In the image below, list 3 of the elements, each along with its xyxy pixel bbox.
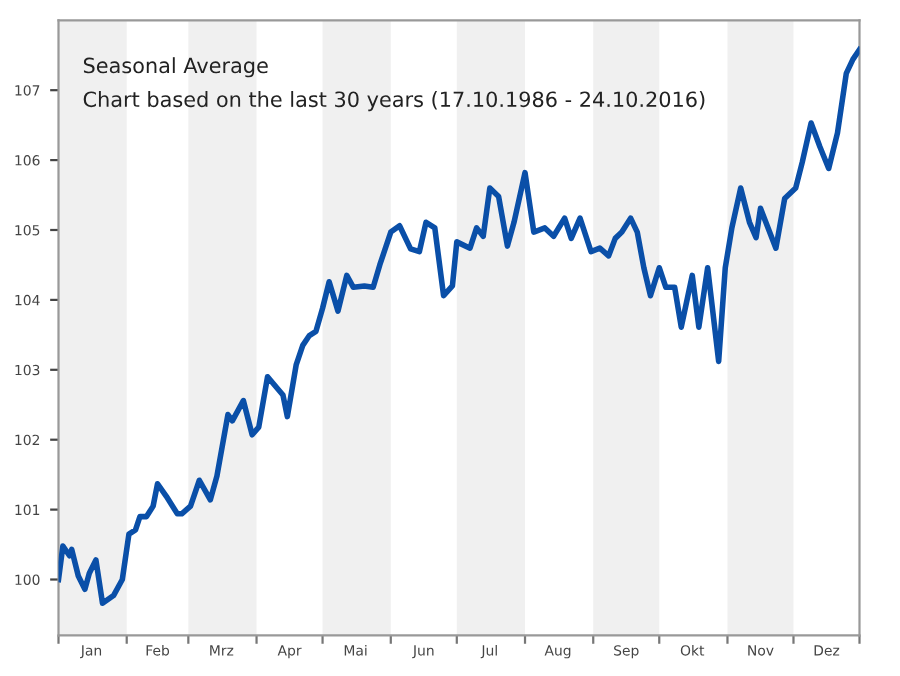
text: Chart based on the last 30 years (17.10.1986 - 24.10.2016) bbox=[83, 91, 705, 112]
text: Seasonal Average bbox=[83, 57, 268, 78]
line-series bbox=[58, 46, 860, 607]
